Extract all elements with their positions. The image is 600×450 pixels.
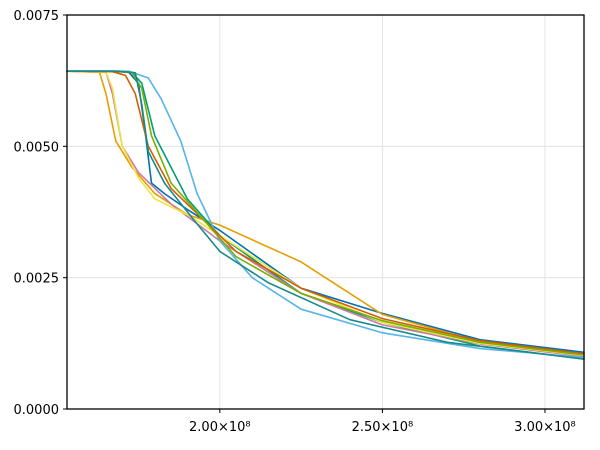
series-line-1 [66,70,585,354]
y-tick-label: 0.0050 [14,140,60,155]
x-tick-label: 2.50×10⁸ [352,420,414,435]
x-tick-label: 3.00×10⁸ [514,420,576,435]
series-line-2 [66,70,585,356]
series-line-8 [66,70,585,356]
series-line-6 [66,70,585,357]
x-tick-label: 2.00×10⁸ [189,420,251,435]
y-tick-label: 0.0000 [14,403,60,418]
y-tick-label: 0.0075 [14,9,60,24]
series-line-4 [66,70,585,358]
y-tick-label: 0.0025 [14,272,60,287]
series-line-9 [66,70,585,360]
plot-frame [66,14,585,410]
series-line-7 [66,70,585,355]
series-line-5 [66,70,585,359]
